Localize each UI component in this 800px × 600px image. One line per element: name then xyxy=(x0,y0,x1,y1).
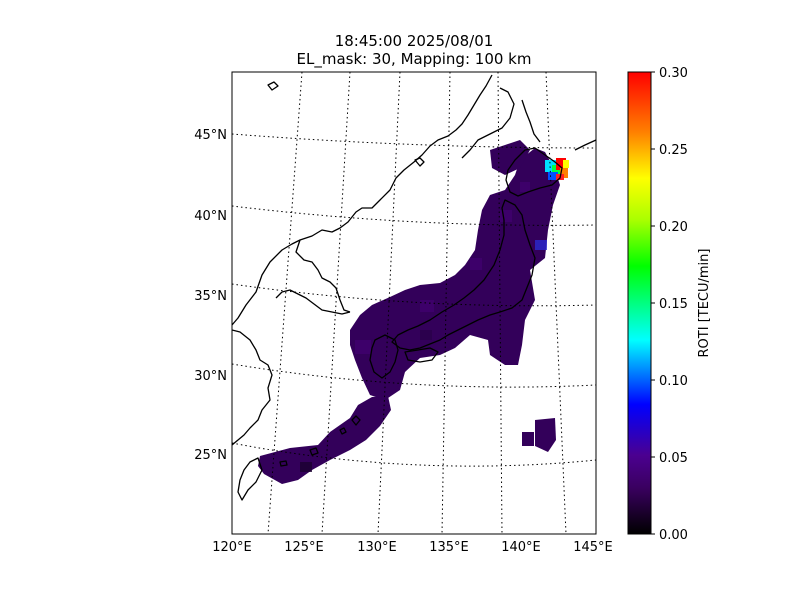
map-title-time: 18:45:00 2025/08/01 xyxy=(334,32,494,50)
colorbar-tick-3: 0.15 xyxy=(659,297,688,312)
lat-tick-25: 25°N xyxy=(194,448,227,463)
roti-texture xyxy=(300,182,547,472)
lat-tick-labels: 25°N 30°N 35°N 40°N 45°N xyxy=(194,128,227,463)
graticule xyxy=(232,72,596,534)
colorbar-tick-4: 0.20 xyxy=(659,220,688,235)
colorbar-tick-1: 0.05 xyxy=(659,451,688,466)
lat-tick-45: 45°N xyxy=(194,128,227,143)
colorbar-tick-5: 0.25 xyxy=(659,143,688,158)
lat-tick-40: 40°N xyxy=(194,209,227,224)
roti-hotspot xyxy=(545,158,569,180)
map-title-settings: EL_mask: 30, Mapping: 100 km xyxy=(296,50,532,68)
lon-tick-135: 135°E xyxy=(429,540,469,555)
colorbar-gradient xyxy=(628,72,651,534)
colorbar-label: ROTI [TECU/min] xyxy=(697,249,712,358)
lon-tick-140: 140°E xyxy=(501,540,541,555)
map-frame xyxy=(231,71,597,535)
lon-tick-145: 145°E xyxy=(573,540,613,555)
colorbar: 0.00 0.05 0.10 0.15 0.20 0.25 0.30 ROTI … xyxy=(627,66,712,543)
lat-tick-35: 35°N xyxy=(194,289,227,304)
map-plot-area xyxy=(232,72,596,534)
colorbar-tick-6: 0.30 xyxy=(659,66,688,81)
lon-tick-130: 130°E xyxy=(357,540,397,555)
lon-tick-125: 125°E xyxy=(284,540,324,555)
coastlines xyxy=(232,74,596,501)
lat-tick-30: 30°N xyxy=(194,369,227,384)
lon-tick-labels: 120°E 125°E 130°E 135°E 140°E 145°E xyxy=(212,540,613,555)
lon-tick-120: 120°E xyxy=(212,540,252,555)
colorbar-tick-2: 0.10 xyxy=(659,374,688,389)
colorbar-tick-0: 0.00 xyxy=(659,528,688,543)
